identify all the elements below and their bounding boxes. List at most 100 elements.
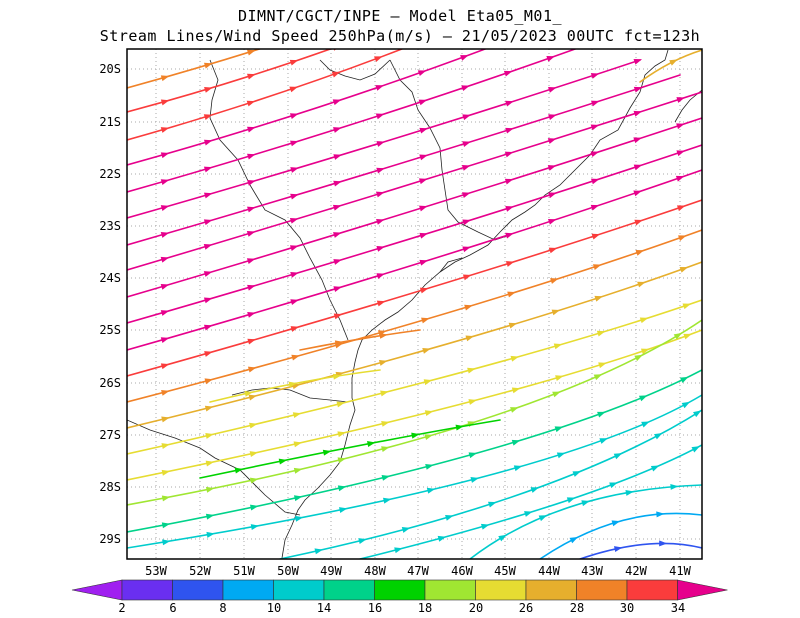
streamline-arrow bbox=[464, 304, 473, 311]
streamline-arrow bbox=[590, 73, 600, 79]
streamline-arrow bbox=[334, 340, 344, 347]
streamline-arrow bbox=[160, 127, 170, 133]
streamline-arrow bbox=[374, 27, 384, 35]
streamline-arrow bbox=[248, 394, 258, 401]
streamline-arrow bbox=[556, 452, 566, 459]
streamline-arrow bbox=[333, 259, 342, 265]
streamline-arrow bbox=[423, 379, 433, 386]
streamline-arrow bbox=[547, 165, 557, 171]
streamline-arrow bbox=[206, 531, 215, 538]
streamline-arrow bbox=[204, 405, 214, 412]
streamline-arrow bbox=[569, 536, 579, 544]
streamline-arrow bbox=[581, 500, 590, 507]
streamline-arrow bbox=[461, 85, 470, 92]
streamline-arrow bbox=[204, 378, 214, 385]
streamline-arrow bbox=[160, 99, 170, 106]
streamline-arrow bbox=[160, 283, 170, 290]
streamline-arrow bbox=[505, 206, 514, 212]
streamline-arrow bbox=[590, 124, 600, 131]
lon-label: 44W bbox=[538, 564, 560, 578]
streamline-arrow bbox=[679, 376, 689, 384]
colorbar bbox=[71, 579, 728, 601]
streamline-arrow bbox=[289, 217, 299, 224]
streamline-arrow bbox=[505, 232, 514, 239]
colorbar-cell bbox=[71, 579, 123, 601]
streamline-arrow bbox=[376, 141, 385, 147]
streamline-arrow bbox=[204, 87, 213, 93]
streamline bbox=[359, 444, 702, 559]
latitude-axis: 20S 21S 22S 23S 24S 25S 26S 27S 28S 29S bbox=[99, 62, 121, 546]
streamline-arrow bbox=[337, 457, 347, 464]
streamline-arrow bbox=[161, 389, 170, 396]
lat-label: 28S bbox=[99, 480, 121, 494]
streamline-arrow bbox=[161, 416, 170, 423]
streamline bbox=[127, 369, 702, 533]
streamline-arrow bbox=[160, 152, 170, 159]
streamline-arrow bbox=[203, 166, 213, 173]
streamline bbox=[127, 144, 702, 324]
streamline-arrow bbox=[470, 477, 479, 483]
colorbar-label: 6 bbox=[169, 601, 176, 615]
streamline-arrow bbox=[547, 138, 557, 144]
streamline-arrow bbox=[278, 458, 288, 465]
streamline-arrow bbox=[333, 154, 342, 160]
colorbar-label: 8 bbox=[219, 601, 226, 615]
streamline-arrow bbox=[460, 55, 469, 61]
colorbar-label: 10 bbox=[267, 601, 281, 615]
streamline-arrow bbox=[247, 206, 256, 213]
streamline-arrow bbox=[505, 100, 514, 107]
streamline-arrow bbox=[247, 49, 256, 56]
streamline-arrow bbox=[331, 71, 341, 78]
streamline-arrow bbox=[640, 348, 650, 355]
streamline-arrow bbox=[633, 110, 643, 117]
streamline-arrow bbox=[693, 410, 702, 418]
streamline-arrow bbox=[591, 100, 600, 107]
streamline-arrow bbox=[374, 56, 383, 62]
streamline-arrow bbox=[507, 291, 516, 298]
streamline-arrow bbox=[314, 548, 323, 555]
streamline-arrow bbox=[461, 192, 471, 198]
streamline-arrow bbox=[294, 515, 304, 522]
streamline-arrow bbox=[203, 271, 213, 277]
streamline-arrow bbox=[654, 433, 663, 440]
streamline-arrow bbox=[246, 258, 256, 264]
lat-label: 20S bbox=[99, 62, 121, 76]
streamline-arrow bbox=[375, 4, 385, 12]
streamline-arrow bbox=[613, 546, 623, 553]
streamline-arrow bbox=[445, 514, 454, 521]
streamline-arrow bbox=[554, 426, 564, 433]
streamline-arrow bbox=[234, 467, 244, 474]
streamline bbox=[639, 49, 702, 83]
streamline-arrow bbox=[634, 219, 643, 226]
streamline-arrow bbox=[333, 180, 342, 187]
streamline-arrow bbox=[590, 204, 600, 211]
streamline-arrow bbox=[160, 256, 170, 263]
streamline-arrow bbox=[633, 86, 643, 93]
lat-label: 22S bbox=[99, 167, 121, 181]
streamline-arrow bbox=[538, 515, 548, 522]
streamline-arrow bbox=[458, 20, 468, 29]
streamline-arrow bbox=[289, 113, 299, 119]
streamline-arrow bbox=[376, 273, 385, 279]
streamline-arrow bbox=[290, 193, 299, 200]
colorbar-cell bbox=[273, 579, 325, 601]
streamline-arrow bbox=[292, 412, 302, 419]
streamline-arrow bbox=[375, 85, 384, 91]
streamline-arrow bbox=[333, 19, 343, 27]
streamline-arrow bbox=[462, 141, 471, 147]
streamline-arrow bbox=[247, 284, 256, 291]
streamline-arrow bbox=[247, 179, 256, 186]
streamline-arrow bbox=[246, 100, 256, 107]
streamline-arrow bbox=[290, 140, 299, 147]
streamline-arrow bbox=[548, 192, 557, 199]
streamline-arrow bbox=[161, 495, 171, 502]
streamline-arrow bbox=[650, 465, 660, 472]
streamline-arrow bbox=[461, 165, 471, 171]
streamline-arrow bbox=[593, 374, 603, 381]
colorbar-cell bbox=[525, 579, 577, 601]
streamline bbox=[127, 49, 404, 141]
streamline-arrow bbox=[394, 547, 403, 554]
streamline-arrow bbox=[419, 127, 428, 134]
streamline-arrow bbox=[292, 383, 301, 390]
